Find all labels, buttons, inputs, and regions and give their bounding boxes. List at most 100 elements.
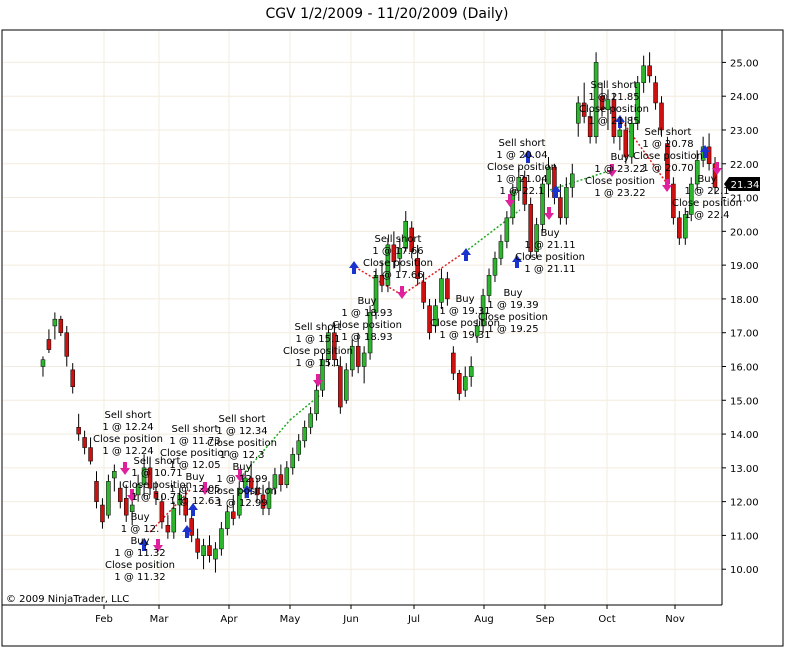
candle-up xyxy=(129,504,135,513)
candle-up xyxy=(373,275,379,313)
candle-up xyxy=(474,325,480,337)
buy-arrow-marker xyxy=(182,525,192,538)
trade-label-line: Close position xyxy=(93,434,163,445)
trade-label-line: 1 @ 12.05 xyxy=(169,460,220,471)
sell-short-arrow-marker xyxy=(235,469,245,482)
buy-arrow-marker xyxy=(512,255,522,268)
candle-up xyxy=(397,247,403,259)
candle-up xyxy=(534,224,539,252)
trade-label-line: 1 @ 11.73 xyxy=(169,436,220,447)
x-tick-label: Jun xyxy=(342,614,359,625)
x-tick-label: Sep xyxy=(536,614,555,625)
candle-up xyxy=(320,359,325,391)
candle-up xyxy=(385,244,391,286)
candle-down xyxy=(278,474,284,485)
trade-label-line: Close position xyxy=(363,258,433,269)
candle-down xyxy=(165,525,171,533)
trade-label-line: 1 @ 22.4 xyxy=(685,210,730,221)
candle-down xyxy=(231,511,236,519)
trade-label-line: 1 @ 11.32 xyxy=(114,548,165,559)
buy-arrow-marker xyxy=(139,538,149,551)
candle-down xyxy=(706,146,712,165)
y-tick-label: 12.00 xyxy=(730,498,759,509)
x-tick-label: Jul xyxy=(407,614,420,625)
last-price-box xyxy=(724,177,760,191)
y-tick-label: 15.00 xyxy=(730,396,759,407)
trade-connector-line xyxy=(239,419,291,479)
sell-short-arrow-marker xyxy=(127,489,137,502)
candle-up xyxy=(106,481,111,516)
trade-label-line: Buy xyxy=(232,462,251,473)
trade-label-line: 1 @ 21.85 xyxy=(588,92,639,103)
candle-up xyxy=(112,470,117,479)
trade-label-line: Buy xyxy=(540,228,559,239)
candle-up xyxy=(546,166,551,185)
candle-down xyxy=(183,498,188,516)
y-tick-label: 11.00 xyxy=(730,531,759,542)
trade-label-line: Buy xyxy=(185,472,204,483)
candle-up xyxy=(225,511,230,529)
candle-down xyxy=(159,501,165,523)
trade-label-line: Close position xyxy=(478,312,548,323)
candle-up xyxy=(344,369,349,401)
candle-down xyxy=(599,95,605,110)
trade-label-line: 1 @ 17.66 xyxy=(372,246,423,257)
x-tick-label: Oct xyxy=(598,614,615,625)
trade-label-line: 1 @ 21.04 xyxy=(496,174,547,185)
time-axis: Feb Mar Apr May Jun Jul Aug Sep Oct Nov xyxy=(95,605,685,625)
candle-up xyxy=(575,102,581,124)
trade-label-line: 1 @ 15.1 xyxy=(296,358,341,369)
trade-label-line: Sell short xyxy=(591,80,638,91)
candle-up xyxy=(694,160,700,185)
trade-label-line: Close position xyxy=(579,104,649,115)
y-tick-label: 18.00 xyxy=(730,295,759,306)
trade-label-line: 1 @ 19.31 xyxy=(439,306,490,317)
candle-down xyxy=(647,65,652,77)
trade-label-line: 1 @ 20.78 xyxy=(642,139,693,150)
candle-up xyxy=(201,545,206,556)
sell-short-arrow-marker xyxy=(662,179,672,192)
y-tick-label: 22.00 xyxy=(730,160,759,171)
trade-label-line: Sell short xyxy=(499,138,546,149)
candle-down xyxy=(677,217,682,239)
candle-up xyxy=(308,413,313,428)
buy-arrow-marker xyxy=(615,115,625,128)
sell-short-arrow-marker xyxy=(712,162,722,175)
y-tick-label: 13.00 xyxy=(730,464,759,475)
sell-short-arrow-marker xyxy=(200,482,210,495)
chart-title: CGV 1/2/2009 - 11/20/2009 (Daily) xyxy=(266,6,509,22)
candle-up xyxy=(570,173,575,188)
candle-up xyxy=(683,214,688,239)
candle-up xyxy=(290,454,296,469)
trade-label-line: 1 @ 10.71 xyxy=(131,468,182,479)
trade-label-line: 1 @ 19.31 xyxy=(439,330,490,341)
candle-down xyxy=(409,227,414,252)
candle-up xyxy=(635,82,640,124)
trade-label-line: 1 @ 21.11 xyxy=(524,240,575,251)
candle-up xyxy=(605,99,611,110)
candle-up xyxy=(468,366,474,377)
trade-label-line: 1 @ 15.1 xyxy=(296,334,341,345)
copyright-text: © 2009 NinjaTrader, LLC xyxy=(6,594,129,605)
candle-up xyxy=(403,220,409,249)
trade-label-line: Sell short xyxy=(645,127,692,138)
candle-up xyxy=(296,440,301,455)
trade-connector-line xyxy=(619,117,669,186)
candle-up xyxy=(284,467,290,485)
candle-up xyxy=(272,474,278,489)
x-tick-label: Aug xyxy=(474,614,494,625)
candle-down xyxy=(421,281,426,303)
candle-up xyxy=(266,487,272,509)
trade-label-line: Buy xyxy=(455,294,474,305)
trade-label-line: 1 @ 19.25 xyxy=(487,324,538,335)
trade-label-line: Close position xyxy=(633,151,703,162)
candle-up xyxy=(504,217,510,242)
plot-frame xyxy=(1,29,784,647)
candle-down xyxy=(82,437,87,448)
trade-label-line: Close position xyxy=(207,438,277,449)
candle-up xyxy=(688,183,694,215)
candle-down xyxy=(611,99,617,137)
buy-arrow-marker xyxy=(349,261,359,274)
candle-up xyxy=(629,122,635,158)
